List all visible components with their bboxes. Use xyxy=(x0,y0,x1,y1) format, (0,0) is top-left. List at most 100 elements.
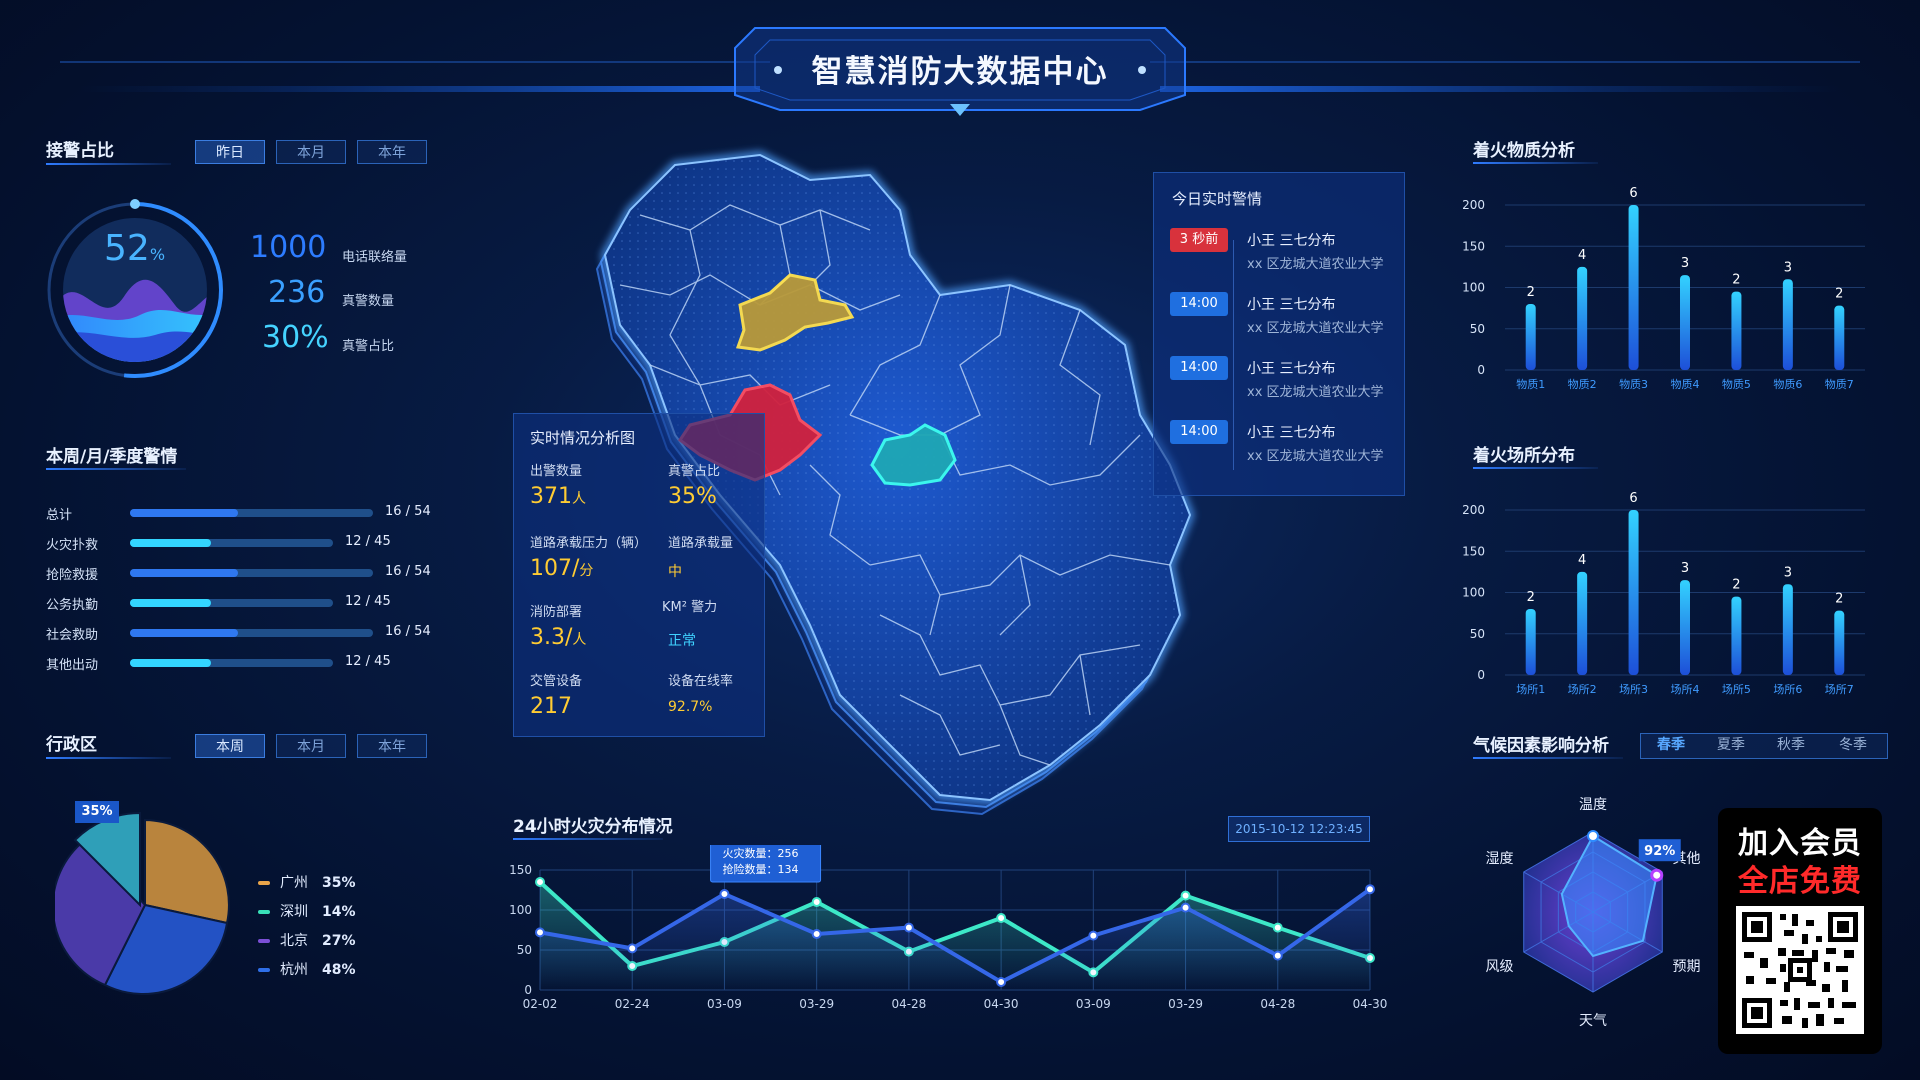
data-point[interactable] xyxy=(996,977,1007,987)
legend-name: 杭州 xyxy=(280,962,308,978)
data-point[interactable] xyxy=(1180,890,1191,901)
bar[interactable] xyxy=(1577,571,1588,675)
tooltip-text: 抢险数量：134 xyxy=(723,862,799,876)
data-point[interactable] xyxy=(1272,922,1283,933)
data-point[interactable] xyxy=(1088,930,1099,941)
period-row-track xyxy=(130,539,333,547)
bar[interactable] xyxy=(1731,596,1742,675)
data-point[interactable] xyxy=(1365,884,1375,895)
realtime-title: 实时情况分析图 xyxy=(530,429,636,447)
material-chart-title: 着火物质分析 xyxy=(1473,141,1575,161)
period-row-count: 12 / 45 xyxy=(345,594,391,609)
radar-axis-label: 天气 xyxy=(1579,1013,1607,1029)
period-alarms-title: 本周/月/季度警情 xyxy=(46,447,178,467)
stat-real-alarms-label: 真警数量 xyxy=(342,294,395,309)
period-row-label: 社会救助 xyxy=(46,628,99,643)
tab-this-month[interactable]: 本月 xyxy=(276,140,346,164)
tab-summer[interactable]: 夏季 xyxy=(1717,737,1745,753)
y-tick-label: 150 xyxy=(1462,544,1485,558)
data-point[interactable] xyxy=(1272,950,1283,961)
tab-autumn[interactable]: 秋季 xyxy=(1777,737,1805,753)
bar[interactable] xyxy=(1577,266,1588,370)
rt-road-load-label: 道路承载量 xyxy=(668,536,734,551)
tab-this-year[interactable]: 本年 xyxy=(357,140,427,164)
bar[interactable] xyxy=(1834,305,1845,370)
bar[interactable] xyxy=(1834,610,1845,675)
bar[interactable] xyxy=(1525,304,1536,370)
x-tick-label: 物质4 xyxy=(1671,377,1700,391)
bar-data-label: 2 xyxy=(1835,592,1843,607)
rt-police-value: 正常 xyxy=(668,633,696,649)
tab-this-week[interactable]: 本周 xyxy=(195,734,265,758)
bar[interactable] xyxy=(1628,510,1639,675)
bar[interactable] xyxy=(1680,580,1690,675)
data-point[interactable] xyxy=(903,922,914,933)
alarm-gauge xyxy=(47,199,223,378)
bar-data-label: 6 xyxy=(1629,491,1637,506)
x-tick-label: 场所2 xyxy=(1568,682,1597,696)
bar-data-label: 2 xyxy=(1835,287,1843,302)
district-title: 行政区 xyxy=(46,735,97,755)
data-point[interactable] xyxy=(535,927,545,938)
rt-deploy-label: 消防部署 xyxy=(530,605,583,620)
period-row-track xyxy=(130,509,373,517)
tooltip-text: 火灾数量：256 xyxy=(723,846,799,860)
data-point[interactable] xyxy=(1180,902,1191,913)
radar-point[interactable] xyxy=(1650,868,1664,882)
x-tick-label: 物质1 xyxy=(1516,377,1545,391)
x-tick-label: 场所3 xyxy=(1619,682,1648,696)
bar[interactable] xyxy=(1680,275,1690,370)
x-tick-label: 场所5 xyxy=(1722,682,1751,696)
radar-badge xyxy=(1638,839,1681,862)
pie-highlight-badge: 35% xyxy=(75,801,119,823)
period-row-track xyxy=(130,569,373,577)
bar-data-label: 2 xyxy=(1527,285,1535,300)
legend-value: 35% xyxy=(322,875,356,891)
bar-data-label: 3 xyxy=(1784,260,1792,275)
period-row-label: 火灾扑救 xyxy=(46,538,99,553)
bar-data-label: 2 xyxy=(1732,273,1740,288)
alert-name[interactable]: 小王 三七分布 xyxy=(1247,233,1336,249)
alert-name[interactable]: 小王 三七分布 xyxy=(1247,361,1336,377)
data-point[interactable] xyxy=(996,913,1007,923)
radar-point[interactable] xyxy=(1587,830,1599,842)
period-row-fill xyxy=(130,539,211,547)
data-point[interactable] xyxy=(811,929,822,939)
legend-name: 广州 xyxy=(280,875,308,891)
bar[interactable] xyxy=(1628,205,1639,370)
data-point[interactable] xyxy=(535,877,545,887)
bar[interactable] xyxy=(1731,291,1742,370)
district-pie xyxy=(55,811,230,996)
bar[interactable] xyxy=(1782,279,1793,370)
y-tick-label: 200 xyxy=(1462,198,1485,212)
tab-district-year[interactable]: 本年 xyxy=(357,734,427,758)
bar[interactable] xyxy=(1782,584,1793,675)
promo-line2: 全店免费 xyxy=(1738,864,1862,899)
data-point[interactable] xyxy=(811,897,822,907)
radar-axis-label: 预期 xyxy=(1673,959,1701,975)
tab-winter[interactable]: 冬季 xyxy=(1839,737,1867,753)
bar[interactable] xyxy=(1525,609,1536,675)
data-point[interactable] xyxy=(719,889,730,899)
data-point[interactable] xyxy=(627,943,638,954)
stat-real-ratio-label: 真警占比 xyxy=(342,339,395,354)
bar-data-label: 2 xyxy=(1527,590,1535,605)
line-chart-title: 24小时火灾分布情况 xyxy=(513,817,673,837)
alert-name[interactable]: 小王 三七分布 xyxy=(1247,297,1336,313)
period-row-count: 16 / 54 xyxy=(385,624,431,639)
page-title: 智慧消防大数据中心 xyxy=(811,54,1109,90)
promo-box[interactable]: 加入会员 全店免费 xyxy=(1718,808,1882,1054)
alert-address: xx 区龙城大道农业大学 xyxy=(1247,257,1384,272)
tab-yesterday[interactable]: 昨日 xyxy=(195,140,265,164)
gauge-percent: 52% xyxy=(104,228,166,269)
alert-name[interactable]: 小王 三七分布 xyxy=(1247,425,1336,441)
y-tick-label: 100 xyxy=(1462,281,1485,295)
alert-time-badge: 14:00 xyxy=(1170,420,1228,444)
period-row-track xyxy=(130,629,373,637)
stat-calls-value: 1000 xyxy=(250,230,327,265)
tab-district-month[interactable]: 本月 xyxy=(276,734,346,758)
rt-real-ratio-label: 真警占比 xyxy=(668,464,721,479)
tab-spring[interactable]: 春季 xyxy=(1657,737,1685,753)
period-row-count: 16 / 54 xyxy=(385,564,431,579)
rt-online-rate-value: 92.7% xyxy=(668,699,713,715)
